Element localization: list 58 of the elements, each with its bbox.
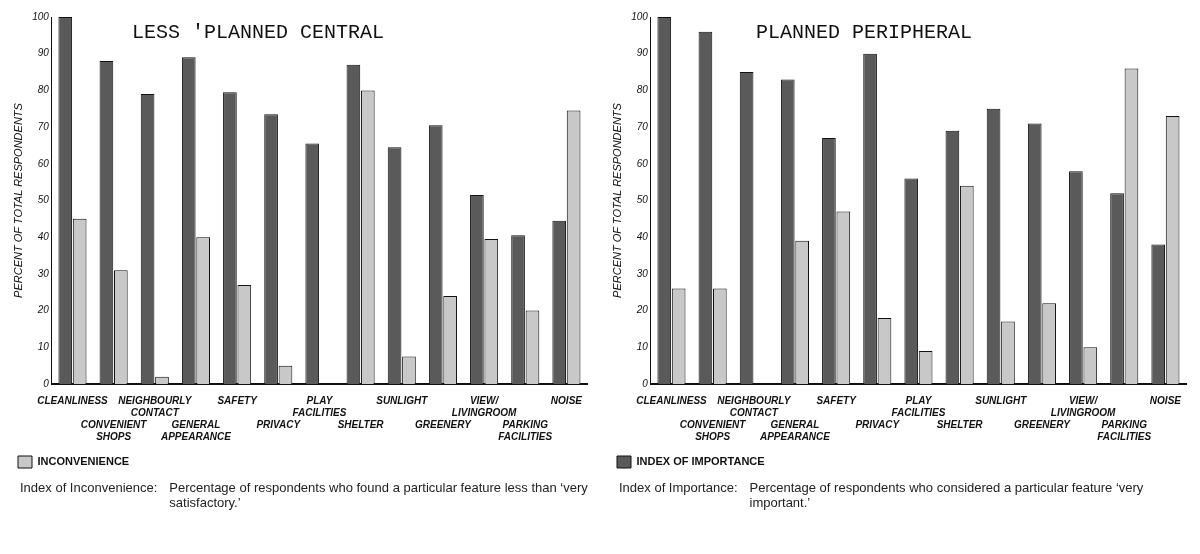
x-tick-label: NOISE bbox=[1149, 394, 1182, 406]
y-tick-label: 40 bbox=[636, 230, 649, 242]
x-tick-label: SHELTER bbox=[337, 418, 385, 430]
chart-title: PLANNED PERIPHERAL bbox=[755, 21, 972, 45]
x-tick-label: SAFETY bbox=[816, 394, 858, 406]
y-tick-label: 70 bbox=[636, 120, 649, 132]
x-tick-label: NEIGHBOURLY CONTACT bbox=[118, 394, 193, 418]
x-tick-label: CONVENIENT SHOPS bbox=[679, 418, 747, 442]
y-tick-label: 100 bbox=[32, 10, 50, 22]
x-tick-label: VIEW/ LIVINGROOM bbox=[1050, 394, 1116, 418]
y-tick-label: 70 bbox=[37, 120, 50, 132]
y-tick-label: 10 bbox=[37, 341, 50, 353]
x-tick-label: GENERAL APPEARANCE bbox=[758, 418, 831, 442]
y-tick-label: 80 bbox=[636, 84, 649, 96]
x-tick-label: SHELTER bbox=[936, 418, 984, 430]
y-tick-label: 20 bbox=[36, 304, 50, 316]
text: Index of Importance: bbox=[619, 480, 738, 497]
y-tick-label: 20 bbox=[635, 304, 649, 316]
x-tick-label: GENERAL APPEARANCE bbox=[159, 418, 232, 442]
legend-label: INCONVENIENCE bbox=[37, 455, 130, 468]
y-tick-label: 100 bbox=[631, 10, 649, 22]
x-tick-label: PARKING FACILITIES bbox=[1097, 418, 1152, 442]
x-tick-label: CLEANLINESS bbox=[636, 394, 708, 406]
y-tick-label: 10 bbox=[636, 341, 649, 353]
y-tick-label: 80 bbox=[37, 84, 50, 96]
x-tick-label: GREENERY bbox=[1013, 418, 1072, 430]
x-tick-label: NOISE bbox=[550, 394, 583, 406]
y-tick-label: 30 bbox=[37, 267, 50, 279]
x-tick-label: PRIVACY bbox=[855, 418, 901, 430]
y-tick-label: 50 bbox=[636, 194, 649, 206]
y-tick-label: 50 bbox=[37, 194, 50, 206]
x-tick-label: PRIVACY bbox=[256, 418, 302, 430]
y-tick-label: 60 bbox=[636, 157, 649, 169]
chart-title: LESS 'PLANNED CENTRAL bbox=[131, 21, 384, 45]
x-tick-label: GREENERY bbox=[414, 418, 473, 430]
x-tick-label: VIEW/ LIVINGROOM bbox=[451, 394, 517, 418]
x-tick-label: SUNLIGHT bbox=[376, 394, 429, 406]
y-tick-label: 30 bbox=[636, 267, 649, 279]
legend-label: INDEX OF IMPORTANCE bbox=[636, 455, 765, 468]
y-tick-label: 90 bbox=[636, 47, 649, 59]
y-axis-title: PERCENT OF TOTAL RESPONDENTS bbox=[610, 102, 623, 298]
x-tick-label: SUNLIGHT bbox=[975, 394, 1028, 406]
y-tick-label: 60 bbox=[37, 157, 50, 169]
y-tick-label: 40 bbox=[37, 230, 50, 242]
y-tick-label: 90 bbox=[37, 47, 50, 59]
y-tick-label: 0 bbox=[642, 377, 649, 389]
y-tick-label: 0 bbox=[43, 377, 50, 389]
x-tick-label: CLEANLINESS bbox=[37, 394, 109, 406]
text: Index of Inconvenience: bbox=[20, 480, 158, 497]
x-tick-label: SAFETY bbox=[217, 394, 259, 406]
text: Percentage of respondents who considered a particular feature ‘very important.’ bbox=[749, 480, 1145, 510]
x-tick-label: NEIGHBOURLY CONTACT bbox=[717, 394, 792, 418]
x-tick-label: CONVENIENT SHOPS bbox=[80, 418, 148, 442]
x-tick-label: PLAY FACILITIES bbox=[891, 394, 946, 418]
x-tick-label: PARKING FACILITIES bbox=[498, 418, 553, 442]
y-axis-title: PERCENT OF TOTAL RESPONDENTS bbox=[11, 102, 24, 298]
x-tick-label: PLAY FACILITIES bbox=[292, 394, 347, 418]
text: Percentage of respondents who found a particular feature less than ‘very satisfactory.’ bbox=[169, 480, 589, 510]
